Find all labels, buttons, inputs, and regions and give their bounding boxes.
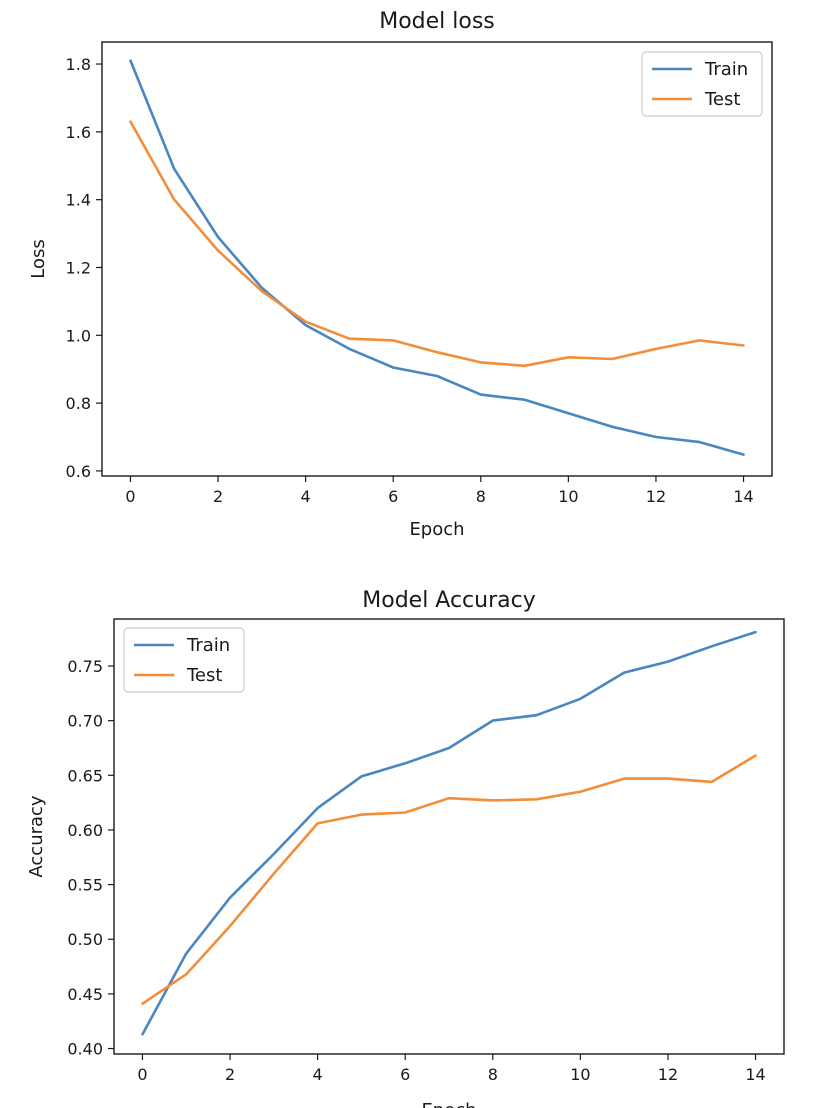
y-tick-label: 1.0	[66, 326, 91, 345]
x-tick-label: 0	[137, 1065, 147, 1084]
loss-chart: Model loss 0 2 4 6 8 10 12 14 0.6 0.8 1.0 1.2 1.4 1.6 1…	[28, 9, 773, 540]
x-tick-label: 4	[313, 1065, 323, 1084]
x-tick-label: 12	[658, 1065, 678, 1084]
y-tick-label: 0.70	[67, 712, 103, 731]
legend: Train Test	[123, 627, 245, 693]
y-tick-label: 1.4	[66, 191, 91, 210]
legend-label-test: Test	[186, 665, 222, 686]
x-tick-label: 10	[558, 487, 578, 506]
series-line-train	[129, 59, 745, 456]
y-tick-label: 0.60	[67, 821, 103, 840]
y-tick-label: 0.65	[67, 766, 103, 785]
x-tick-label: 4	[301, 487, 311, 506]
x-tick-label: 12	[646, 487, 666, 506]
x-axis-label: Epoch	[409, 519, 464, 540]
y-tick-label: 0.50	[67, 930, 103, 949]
series-line-test	[141, 754, 757, 1006]
legend: Train Test	[641, 51, 763, 117]
x-tick-label: 0	[125, 487, 135, 506]
x-tick-label: 2	[213, 487, 223, 506]
plot-frame	[113, 618, 785, 1055]
y-tick-label: 1.6	[66, 123, 91, 142]
x-tick-label: 8	[476, 487, 486, 506]
x-tick-label: 14	[745, 1065, 765, 1084]
y-tick-label: 1.2	[66, 258, 91, 277]
x-tick-label: 14	[733, 487, 753, 506]
accuracy-chart: Model Accuracy 0 2 4 6 8 10 12 14 0.40 0.45 0.50 0.5…	[26, 588, 785, 1108]
y-tick-label: 0.45	[67, 985, 103, 1004]
x-tick-label: 8	[488, 1065, 498, 1084]
y-axis-label: Loss	[28, 239, 49, 278]
y-tick-label: 0.8	[66, 394, 91, 413]
plot-frame	[101, 41, 773, 477]
legend-label-test: Test	[704, 89, 740, 110]
y-axis-label: Accuracy	[26, 795, 47, 878]
x-tick-label: 2	[225, 1065, 235, 1084]
x-tick-label: 6	[388, 487, 398, 506]
y-tick-label: 0.75	[67, 657, 103, 676]
y-tick-label: 0.40	[67, 1040, 103, 1059]
y-tick-label: 0.55	[67, 876, 103, 895]
series-line-test	[129, 120, 745, 368]
x-tick-label: 6	[400, 1065, 410, 1084]
chart-title: Model loss	[379, 9, 495, 34]
y-tick-label: 1.8	[66, 55, 91, 74]
x-tick-label: 10	[570, 1065, 590, 1084]
series-line-train	[141, 630, 757, 1036]
y-tick-label: 0.6	[66, 462, 91, 481]
chart-title: Model Accuracy	[362, 588, 536, 613]
legend-label-train: Train	[704, 59, 748, 80]
x-axis-label: Epoch	[421, 1100, 476, 1108]
legend-label-train: Train	[186, 635, 230, 656]
